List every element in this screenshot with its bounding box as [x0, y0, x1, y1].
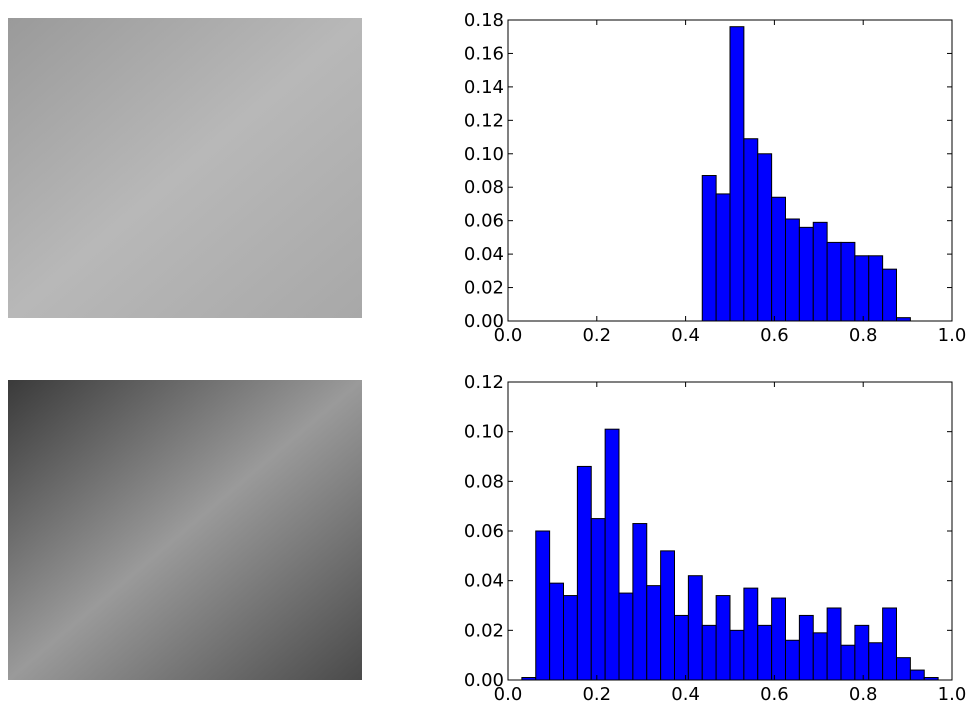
- x-tick-label: 0.8: [849, 325, 878, 346]
- y-tick-label: 0.02: [464, 620, 504, 641]
- bar: [826, 607, 842, 681]
- bar: [854, 624, 870, 681]
- bar: [812, 632, 828, 681]
- bar: [882, 607, 897, 681]
- bar: [618, 592, 634, 681]
- y-tick-label: 0.16: [464, 43, 504, 64]
- axes-frame: [507, 19, 953, 322]
- y-tick-label: 0.00: [464, 311, 504, 332]
- bar: [909, 669, 925, 681]
- y-tick-label: 0.04: [464, 571, 504, 592]
- bar: [882, 268, 897, 322]
- y-tick-label: 0.14: [464, 77, 504, 98]
- y-tick-label: 0.04: [464, 244, 504, 265]
- x-tick-label: 0.8: [849, 684, 878, 705]
- bar: [785, 639, 800, 681]
- y-tick-label: 0.02: [464, 278, 504, 299]
- bar: [757, 153, 773, 322]
- x-tick-label: 0.2: [582, 684, 611, 705]
- bar: [798, 614, 814, 681]
- bar: [632, 523, 648, 681]
- bar: [687, 575, 703, 681]
- y-tick-label: 0.10: [464, 422, 504, 443]
- bar: [771, 196, 786, 322]
- bar: [840, 241, 856, 322]
- y-tick-label: 0.08: [464, 471, 504, 492]
- bar: [535, 530, 551, 681]
- y-tick-label: 0.00: [464, 670, 504, 691]
- bar: [549, 582, 564, 681]
- image-equalized: [8, 380, 362, 680]
- image-low-contrast: [8, 18, 362, 318]
- x-tick-label: 0.6: [760, 325, 789, 346]
- bar: [604, 428, 620, 681]
- bar: [771, 597, 786, 681]
- bar: [798, 226, 814, 322]
- y-tick-label: 0.10: [464, 144, 504, 165]
- y-tick-label: 0.12: [464, 372, 504, 393]
- bar: [715, 595, 731, 681]
- bar: [674, 614, 689, 681]
- y-tick-label: 0.06: [464, 211, 504, 232]
- bar: [854, 255, 870, 322]
- bar: [729, 26, 745, 322]
- x-tick-label: 1.0: [938, 684, 967, 705]
- bar: [701, 175, 717, 322]
- bar: [590, 518, 606, 681]
- bar: [563, 595, 578, 681]
- bar: [868, 255, 884, 322]
- bar: [826, 241, 842, 322]
- bar: [743, 138, 759, 322]
- x-tick-label: 0.4: [671, 325, 700, 346]
- y-tick-label: 0.18: [464, 10, 504, 31]
- bar: [576, 465, 592, 681]
- y-tick-label: 0.06: [464, 521, 504, 542]
- bar: [646, 585, 662, 681]
- bar: [660, 550, 675, 681]
- bar: [812, 221, 828, 322]
- x-tick-label: 0.4: [671, 684, 700, 705]
- bar: [868, 642, 884, 681]
- x-tick-label: 0.0: [494, 684, 523, 705]
- bar: [785, 218, 800, 322]
- x-tick-label: 0.6: [760, 684, 789, 705]
- y-tick-label: 0.12: [464, 110, 504, 131]
- bar: [896, 657, 911, 681]
- x-tick-label: 0.2: [582, 325, 611, 346]
- bar: [757, 624, 773, 681]
- x-tick-label: 0.0: [494, 325, 523, 346]
- bar: [729, 629, 745, 681]
- y-tick-label: 0.08: [464, 177, 504, 198]
- bar: [743, 587, 759, 681]
- x-tick-label: 1.0: [938, 325, 967, 346]
- bar: [715, 193, 731, 322]
- bar: [840, 644, 856, 681]
- bar: [896, 317, 911, 322]
- bar: [701, 624, 717, 681]
